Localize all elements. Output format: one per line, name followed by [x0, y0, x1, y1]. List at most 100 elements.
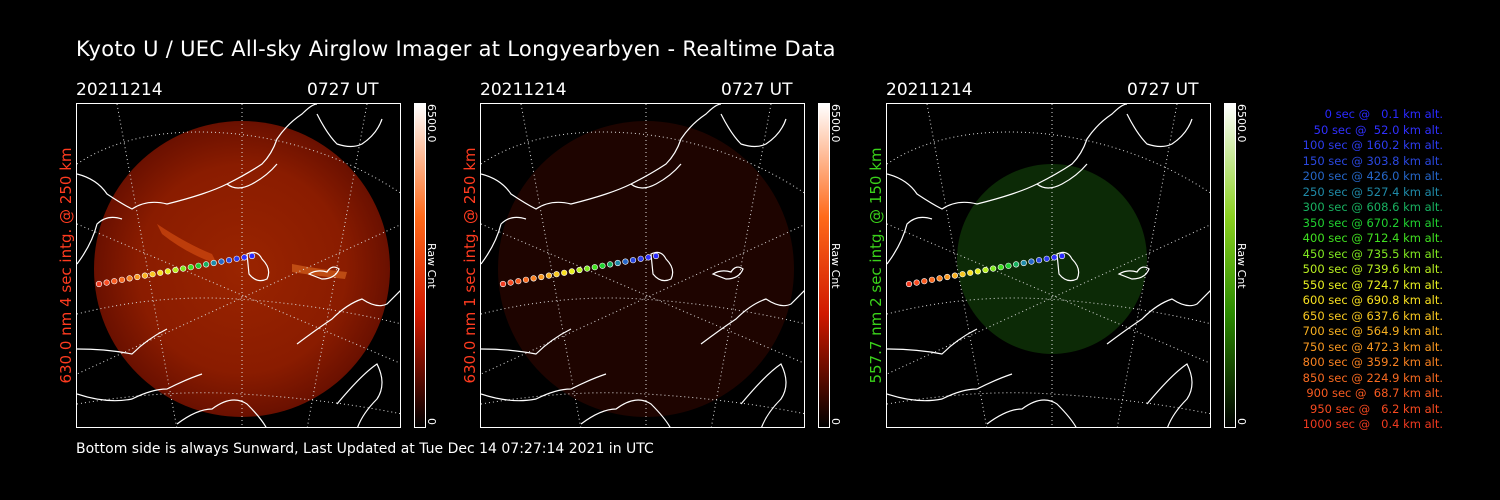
panel-3-scale-max: 6500.0	[1235, 104, 1248, 143]
aurora-arc	[157, 224, 217, 264]
coastline	[481, 104, 722, 210]
coastline	[1117, 266, 1150, 280]
trajectory-point	[584, 265, 591, 272]
coastline	[580, 399, 671, 427]
coastline	[887, 104, 1128, 210]
panel-2-image	[480, 103, 805, 428]
coastline	[986, 399, 1077, 427]
trajectory-point	[959, 271, 966, 278]
coastline	[336, 363, 383, 427]
coastline	[887, 216, 933, 265]
trajectory-point	[936, 275, 943, 282]
coastlines	[77, 104, 400, 427]
trajectory-point	[241, 254, 248, 261]
grid-lines	[481, 104, 804, 427]
legend-row: 50 sec @ 52.0 km alt.	[1306, 122, 1443, 137]
trajectory-point	[990, 265, 997, 272]
legend-row: 600 sec @ 690.8 km alt.	[1299, 293, 1443, 307]
trajectory-point	[576, 266, 583, 274]
trajectory-point	[982, 266, 989, 274]
panel-2-unit: Raw Cnt	[829, 243, 842, 289]
panel-3-svg	[887, 104, 1210, 427]
trajectory-point	[1051, 254, 1058, 261]
trajectory-point	[1028, 258, 1035, 265]
panel-2-date: 20211214	[480, 80, 567, 100]
trajectory-point	[218, 258, 225, 265]
panel-3-time: 0727 UT	[1127, 80, 1199, 100]
trajectory-point	[210, 259, 217, 267]
trajectory-point	[921, 278, 928, 285]
coastline	[1146, 363, 1193, 427]
grid-line	[887, 131, 1210, 194]
grid-lines	[77, 104, 400, 427]
trajectory-point	[1013, 261, 1020, 268]
trajectory-point	[553, 271, 560, 278]
grid-line	[481, 131, 804, 194]
trajectory-point	[111, 278, 118, 285]
legend-row: 700 sec @ 564.9 km alt.	[1299, 324, 1443, 338]
panel-2-time: 0727 UT	[721, 80, 793, 100]
panel-3-date: 20211214	[886, 80, 973, 100]
panel-3-ylabel: 557.7 nm 2 sec intg. @ 150 km	[867, 147, 885, 384]
trajectory-point	[645, 254, 652, 261]
trajectory-point	[913, 279, 920, 286]
panel-3-scale-min: 0	[1235, 418, 1248, 425]
grid-lines	[887, 104, 1210, 427]
panel-1-date: 20211214	[76, 80, 163, 100]
grid-line	[77, 131, 400, 194]
legend-row: 500 sec @ 739.6 km alt.	[1299, 262, 1443, 276]
coastline	[887, 328, 978, 355]
trajectory-point	[928, 276, 936, 283]
trajectory-point	[499, 280, 507, 288]
trajectory-point	[1043, 255, 1050, 262]
coastline	[630, 163, 682, 189]
trajectory-point	[187, 264, 194, 271]
trajectory-point	[944, 273, 951, 281]
trajectory-point	[607, 261, 614, 268]
coastline	[1126, 113, 1193, 148]
panel-1-svg	[77, 104, 400, 427]
coastline	[711, 266, 744, 280]
coastline	[481, 328, 572, 355]
trajectory-track	[95, 252, 256, 288]
legend-row: 100 sec @ 160.2 km alt.	[1299, 138, 1443, 152]
trajectory-point	[172, 266, 179, 274]
trajectory-point	[95, 280, 103, 288]
coastlines	[481, 104, 804, 427]
trajectory-point	[134, 273, 141, 281]
coastline	[481, 216, 527, 265]
trajectory-point	[118, 276, 126, 283]
trajectory-point	[967, 269, 974, 276]
coastline	[1036, 163, 1088, 189]
trajectory-point	[951, 272, 958, 279]
trajectory-point	[1035, 257, 1043, 264]
coastline	[720, 113, 787, 148]
footer-note: Bottom side is always Sunward, Last Upda…	[76, 441, 654, 457]
panel-2-scale-max: 6500.0	[829, 104, 842, 143]
trajectory-point	[103, 279, 110, 286]
legend-row: 650 sec @ 637.6 km alt.	[1299, 308, 1443, 323]
trajectory-point	[248, 252, 256, 260]
legend-row: 350 sec @ 670.2 km alt.	[1299, 215, 1443, 230]
coastlines	[887, 104, 1210, 427]
page-title: Kyoto U / UEC All-sky Airglow Imager at …	[76, 37, 836, 61]
trajectory-point	[164, 268, 171, 275]
panel-1-scale-max: 6500.0	[425, 104, 438, 143]
legend-row: 200 sec @ 426.0 km alt.	[1299, 169, 1443, 183]
panel-2-scale-min: 0	[829, 418, 842, 425]
grid-line	[77, 223, 400, 364]
trajectory-point	[591, 264, 598, 271]
trajectory-point	[568, 268, 575, 275]
coastline	[1056, 251, 1080, 282]
trajectory-track	[905, 252, 1066, 288]
coastline	[77, 216, 123, 265]
trajectory-point	[1058, 252, 1066, 260]
trajectory-point	[225, 257, 233, 264]
panel-3-unit: Raw Cnt	[1235, 243, 1248, 289]
coastline	[307, 266, 340, 280]
trajectory-point	[515, 278, 522, 285]
panel-2-svg	[481, 104, 804, 427]
panel-1-scale-min: 0	[425, 418, 438, 425]
panel-3-image	[886, 103, 1211, 428]
trajectory-track	[499, 252, 660, 288]
